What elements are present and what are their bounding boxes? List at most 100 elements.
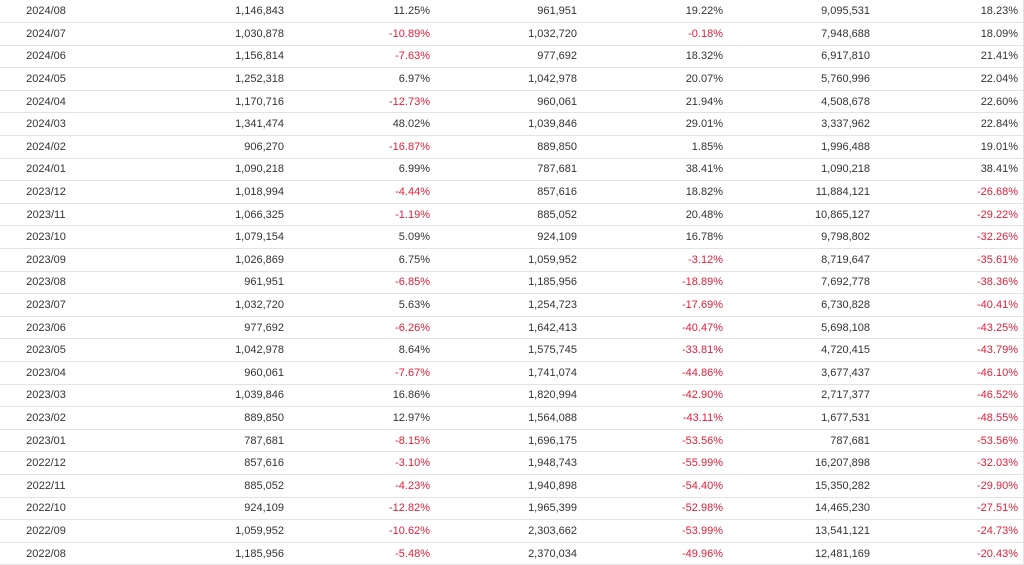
value-cell-p3: -38.36% [876, 271, 1024, 295]
value-cell-p3: 21.41% [876, 45, 1024, 69]
value-cell-p3: 19.01% [876, 135, 1024, 159]
value-cell-p3: -35.61% [876, 248, 1024, 272]
value-cell-v1: 1,185,956 [90, 542, 290, 565]
value-cell-p1: -12.82% [290, 497, 436, 521]
value-cell-p2: -42.90% [583, 384, 729, 408]
value-cell-p1: -5.48% [290, 542, 436, 565]
value-cell-p1: -10.89% [290, 22, 436, 46]
value-cell-v1: 977,692 [90, 316, 290, 340]
table-row: 2023/06 977,692 -6.26% 1,642,413 -40.47% 5,69… [0, 316, 1024, 340]
value-cell-p3: 38.41% [876, 158, 1024, 182]
value-cell-p1: -4.23% [290, 474, 436, 498]
value-cell-v1: 885,052 [90, 474, 290, 498]
value-cell-p3: 22.04% [876, 67, 1024, 91]
value-cell-v1: 787,681 [90, 429, 290, 453]
value-cell-p1: -7.67% [290, 361, 436, 385]
table-row: 2022/09 1,059,952 -10.62% 2,303,662 -53.99% 1… [0, 519, 1024, 543]
month-cell: 2022/11 [0, 474, 90, 498]
value-cell-p3: -43.25% [876, 316, 1024, 340]
month-cell: 2024/05 [0, 67, 90, 91]
value-cell-v3: 7,692,778 [729, 271, 876, 295]
month-cell: 2024/03 [0, 112, 90, 137]
table-row: 2024/04 1,170,716 -12.73% 960,061 21.94% 4,50… [0, 90, 1024, 114]
table-row: 2023/03 1,039,846 16.86% 1,820,994 -42.90% 2,… [0, 384, 1024, 408]
value-cell-p1: -8.15% [290, 429, 436, 453]
value-cell-v3: 9,798,802 [729, 225, 876, 250]
value-cell-p3: -32.26% [876, 225, 1024, 250]
table-row: 2023/08 961,951 -6.85% 1,185,956 -18.89% 7,69… [0, 271, 1024, 295]
value-cell-v3: 1,677,531 [729, 406, 876, 430]
table-row: 2023/10 1,079,154 5.09% 924,109 16.78% 9,798,… [0, 225, 1024, 250]
value-cell-p2: -53.99% [583, 519, 729, 543]
table-row: 2023/11 1,066,325 -1.19% 885,052 20.48% 10,86… [0, 203, 1024, 227]
month-cell: 2024/04 [0, 90, 90, 114]
value-cell-v3: 8,719,647 [729, 248, 876, 272]
value-cell-v1: 1,042,978 [90, 338, 290, 362]
table-row: 2023/02 889,850 12.97% 1,564,088 -43.11% 1,67… [0, 406, 1024, 430]
value-cell-v2: 1,940,898 [436, 474, 583, 498]
value-cell-p3: -53.56% [876, 429, 1024, 453]
table-row: 2022/08 1,185,956 -5.48% 2,370,034 -49.96% 12… [0, 542, 1024, 565]
value-cell-p3: -24.73% [876, 519, 1024, 543]
month-cell: 2023/11 [0, 203, 90, 227]
value-cell-v2: 960,061 [436, 90, 583, 114]
month-cell: 2023/03 [0, 384, 90, 408]
value-cell-p3: -46.52% [876, 384, 1024, 408]
value-cell-v1: 961,951 [90, 271, 290, 295]
value-cell-v3: 1,996,488 [729, 135, 876, 159]
table-row: 2023/12 1,018,994 -4.44% 857,616 18.82% 11,88… [0, 180, 1024, 204]
value-cell-p2: -55.99% [583, 451, 729, 475]
table-row: 2024/02 906,270 -16.87% 889,850 1.85% 1,996,4… [0, 135, 1024, 159]
value-cell-v2: 924,109 [436, 225, 583, 250]
value-cell-p3: -29.90% [876, 474, 1024, 498]
value-cell-p2: 16.78% [583, 225, 729, 250]
value-cell-p3: -32.03% [876, 451, 1024, 475]
value-cell-p2: -3.12% [583, 248, 729, 272]
month-cell: 2023/01 [0, 429, 90, 453]
value-cell-v2: 1,032,720 [436, 22, 583, 46]
value-cell-p1: -10.62% [290, 519, 436, 543]
value-cell-v3: 787,681 [729, 429, 876, 453]
table-row: 2024/07 1,030,878 -10.89% 1,032,720 -0.18% 7,… [0, 22, 1024, 46]
value-cell-v2: 857,616 [436, 180, 583, 204]
value-cell-p2: 18.82% [583, 180, 729, 204]
value-cell-p1: 8.64% [290, 338, 436, 362]
month-cell: 2022/08 [0, 542, 90, 565]
value-cell-p3: -48.55% [876, 406, 1024, 430]
value-cell-v3: 5,760,996 [729, 67, 876, 91]
month-cell: 2023/02 [0, 406, 90, 430]
month-cell: 2024/08 [0, 0, 90, 24]
value-cell-v1: 1,018,994 [90, 180, 290, 204]
value-cell-p1: 16.86% [290, 384, 436, 408]
value-cell-p1: 5.63% [290, 293, 436, 317]
month-cell: 2023/07 [0, 293, 90, 317]
month-cell: 2023/05 [0, 338, 90, 362]
month-cell: 2022/12 [0, 451, 90, 475]
table-row: 2024/01 1,090,218 6.99% 787,681 38.41% 1,090,… [0, 158, 1024, 182]
value-cell-p3: -46.10% [876, 361, 1024, 385]
value-cell-v1: 1,026,869 [90, 248, 290, 272]
month-cell: 2023/12 [0, 180, 90, 204]
value-cell-p1: 6.99% [290, 158, 436, 182]
value-cell-v1: 1,039,846 [90, 384, 290, 408]
table-row: 2022/11 885,052 -4.23% 1,940,898 -54.40% 15,3… [0, 474, 1024, 498]
month-cell: 2024/01 [0, 158, 90, 182]
value-cell-p2: -49.96% [583, 542, 729, 565]
value-cell-v2: 889,850 [436, 135, 583, 159]
value-cell-p1: -3.10% [290, 451, 436, 475]
value-cell-v3: 16,207,898 [729, 451, 876, 475]
month-cell: 2023/09 [0, 248, 90, 272]
value-cell-v3: 6,917,810 [729, 45, 876, 69]
value-cell-p1: -6.85% [290, 271, 436, 295]
value-cell-v1: 924,109 [90, 497, 290, 521]
table-row: 2023/07 1,032,720 5.63% 1,254,723 -17.69% 6,7… [0, 293, 1024, 317]
value-cell-v3: 4,508,678 [729, 90, 876, 114]
value-cell-v2: 1,185,956 [436, 271, 583, 295]
value-cell-v2: 1,965,399 [436, 497, 583, 521]
value-cell-v3: 3,677,437 [729, 361, 876, 385]
value-cell-v3: 12,481,169 [729, 542, 876, 565]
value-cell-v3: 14,465,230 [729, 497, 876, 521]
value-cell-v1: 1,079,154 [90, 225, 290, 250]
